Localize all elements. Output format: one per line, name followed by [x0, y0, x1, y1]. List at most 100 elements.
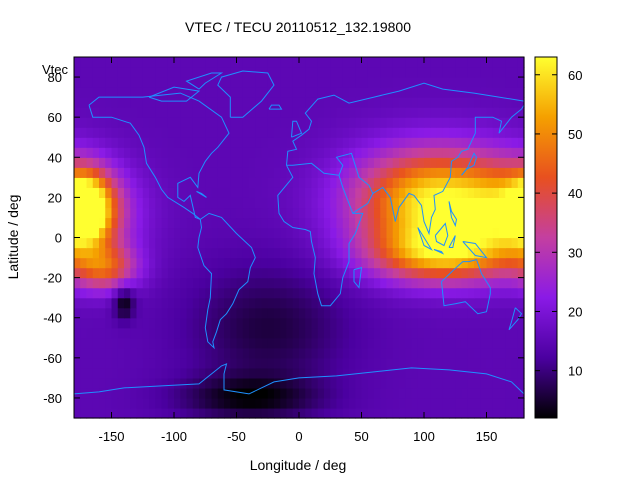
heatmap-cell [461, 197, 469, 209]
heatmap-cell [255, 227, 263, 239]
heatmap-cell [155, 337, 163, 349]
heatmap-cell [417, 177, 425, 188]
heatmap-cell [274, 197, 281, 209]
heatmap-cell [161, 277, 169, 289]
heatmap-cell [399, 387, 406, 399]
heatmap-cell [336, 207, 344, 219]
heatmap-cell [167, 127, 175, 138]
heatmap-cell [511, 287, 519, 299]
heatmap-cell [317, 257, 325, 269]
heatmap-cell [186, 277, 194, 289]
heatmap-cell [411, 317, 419, 329]
heatmap-cell [517, 397, 525, 409]
heatmap-cell [99, 317, 106, 329]
heatmap-cell [274, 157, 281, 168]
heatmap-cell [211, 197, 219, 209]
heatmap-cell [211, 67, 219, 78]
heatmap-cell [492, 157, 500, 168]
heatmap-cell [142, 307, 150, 319]
heatmap-cell [336, 347, 344, 359]
heatmap-cell [374, 137, 381, 148]
heatmap-cell [255, 347, 263, 359]
heatmap-cell [267, 67, 275, 78]
heatmap-cell [480, 167, 488, 178]
heatmap-cell [367, 237, 375, 249]
heatmap-cell [367, 317, 375, 329]
heatmap-cell [386, 387, 394, 399]
heatmap-cell [480, 77, 488, 88]
heatmap-cell [142, 107, 150, 118]
heatmap-cell [186, 97, 194, 108]
heatmap-cell [92, 57, 100, 68]
heatmap-cell [74, 267, 81, 279]
heatmap-cell [305, 407, 313, 419]
heatmap-cell [461, 347, 469, 359]
heatmap-cell [261, 207, 269, 219]
heatmap-cell [280, 257, 288, 269]
heatmap-cell [411, 277, 419, 289]
heatmap-cell [286, 357, 294, 369]
heatmap-cell [380, 307, 388, 319]
heatmap-cell [417, 237, 425, 249]
heatmap-cell [399, 367, 406, 379]
heatmap-cell [86, 117, 94, 128]
heatmap-cell [374, 87, 381, 98]
heatmap-cell [492, 317, 500, 329]
x-axis-ticks: -150 -100 -50 0 50 100 150 [98, 57, 497, 444]
heatmap-cell [349, 367, 356, 379]
heatmap-cell [286, 337, 294, 349]
heatmap-cell [230, 117, 238, 128]
heatmap-cell [374, 267, 381, 279]
heatmap-cell [167, 397, 175, 409]
heatmap-cell [255, 97, 263, 108]
heatmap-cell [311, 367, 319, 379]
heatmap-cell [199, 267, 206, 279]
heatmap-cell [399, 137, 406, 148]
heatmap-cell [417, 137, 425, 148]
heatmap-cell [211, 97, 219, 108]
heatmap-cell [224, 57, 231, 68]
heatmap-cell [292, 397, 300, 409]
heatmap-cell [380, 67, 388, 78]
heatmap-cell [411, 267, 419, 279]
heatmap-cell [117, 107, 125, 118]
heatmap-cell [517, 407, 525, 419]
heatmap-cell [205, 267, 213, 279]
heatmap-cell [374, 297, 381, 309]
heatmap-cell [105, 247, 113, 259]
heatmap-cell [492, 87, 500, 98]
heatmap-cell [480, 107, 488, 118]
heatmap-cell [249, 327, 256, 339]
heatmap-cell [411, 207, 419, 219]
heatmap-cell [442, 387, 450, 399]
heatmap-cell [92, 147, 100, 158]
heatmap-cell [380, 287, 388, 299]
heatmap-cell [155, 297, 163, 309]
heatmap-cell [367, 77, 375, 88]
heatmap-cell [224, 367, 231, 379]
heatmap-cell [211, 397, 219, 409]
heatmap-cell [199, 157, 206, 168]
heatmap-cell [280, 167, 288, 178]
heatmap-cell [292, 237, 300, 249]
heatmap-cell [155, 407, 163, 419]
heatmap-cell [392, 57, 400, 68]
heatmap-cell [80, 227, 88, 239]
heatmap-cell [205, 137, 213, 148]
heatmap-cell [149, 137, 156, 148]
heatmap-cell [255, 217, 263, 229]
heatmap-cell [174, 347, 181, 359]
heatmap-cell [386, 187, 394, 198]
heatmap-cell [492, 257, 500, 269]
heatmap-cell [74, 187, 81, 198]
heatmap-cell [167, 197, 175, 209]
heatmap-cell [224, 107, 231, 118]
heatmap-cell [330, 317, 338, 329]
heatmap-cell [224, 347, 231, 359]
heatmap-cell [492, 167, 500, 178]
heatmap-cell [174, 117, 181, 128]
heatmap-cell [236, 187, 244, 198]
heatmap-cell [342, 327, 350, 339]
heatmap-cell [517, 347, 525, 359]
colorbar-tick-label: 20 [568, 304, 582, 319]
